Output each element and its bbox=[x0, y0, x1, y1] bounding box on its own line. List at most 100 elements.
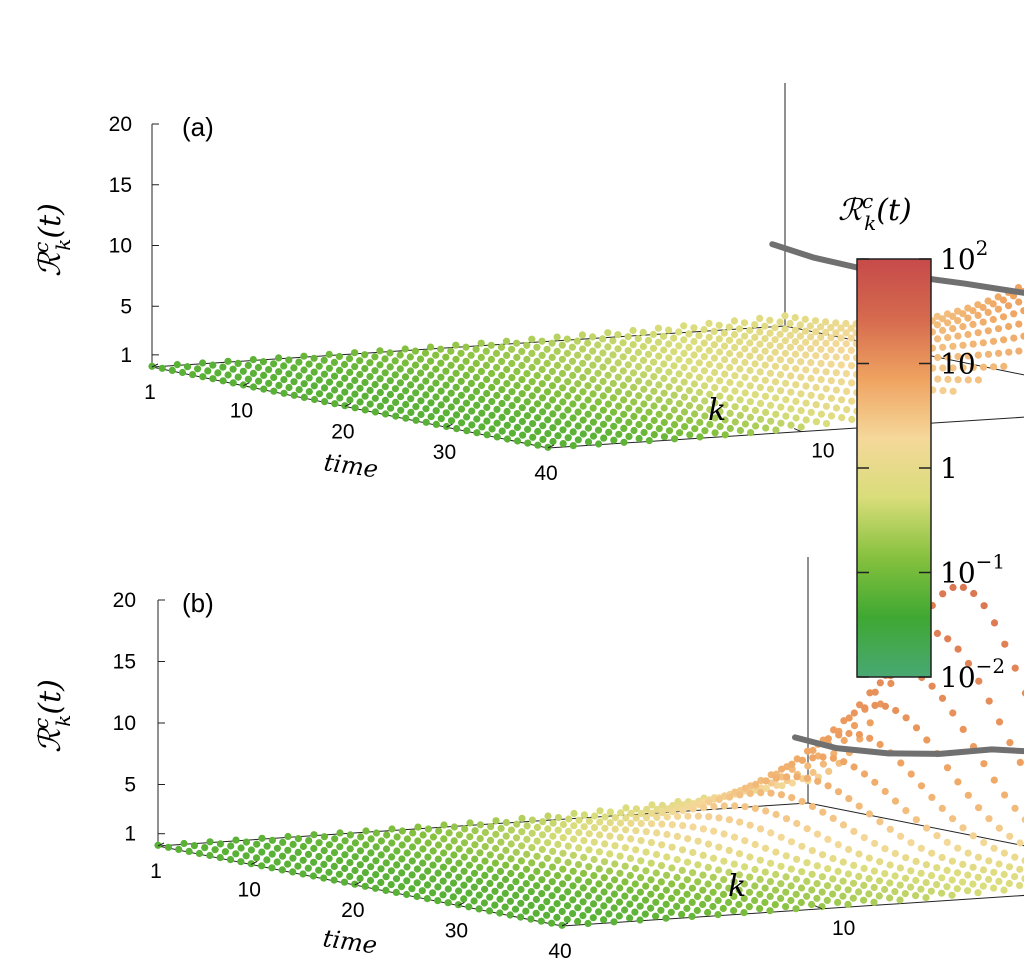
surface-point bbox=[808, 900, 816, 909]
surface-point bbox=[472, 387, 481, 395]
surface-point bbox=[944, 353, 952, 361]
surface-point bbox=[751, 360, 759, 368]
surface-point bbox=[657, 862, 666, 870]
surface-point bbox=[792, 414, 800, 422]
surface-point bbox=[402, 414, 410, 422]
surface-point bbox=[861, 704, 869, 712]
surface-point bbox=[496, 895, 504, 903]
surface-point bbox=[974, 889, 982, 897]
surface-point bbox=[797, 423, 805, 431]
surface-point bbox=[601, 840, 609, 848]
surface-point bbox=[294, 862, 302, 870]
surface-point bbox=[518, 376, 526, 384]
surface-point bbox=[442, 367, 450, 375]
surface-point bbox=[731, 403, 739, 411]
surface-point bbox=[964, 330, 972, 339]
surface-point bbox=[549, 424, 557, 432]
surface-point bbox=[640, 400, 648, 408]
surface-point bbox=[320, 860, 328, 869]
surface-point bbox=[798, 868, 806, 876]
surface-point bbox=[927, 872, 936, 880]
surface-point bbox=[517, 913, 525, 921]
surface-point bbox=[711, 384, 719, 392]
surface-point bbox=[533, 400, 542, 408]
surface-point bbox=[471, 827, 479, 835]
surface-point bbox=[253, 840, 261, 848]
surface-point bbox=[719, 890, 728, 899]
surface-point bbox=[964, 871, 972, 879]
surface-point bbox=[665, 340, 673, 348]
surface-point bbox=[939, 326, 947, 334]
surface-point bbox=[675, 414, 684, 422]
surface-point bbox=[741, 837, 749, 845]
surface-point bbox=[939, 590, 947, 598]
time-tick-mark bbox=[151, 363, 159, 368]
surface-point bbox=[477, 339, 485, 347]
surface-point bbox=[501, 889, 509, 898]
surface-point bbox=[569, 882, 577, 890]
surface-point bbox=[538, 365, 546, 374]
surface-point bbox=[527, 901, 535, 910]
surface-point bbox=[580, 823, 588, 831]
surface-point bbox=[294, 835, 302, 843]
surface-point bbox=[848, 379, 856, 387]
surface-point bbox=[756, 314, 764, 322]
surface-point bbox=[886, 861, 894, 869]
surface-point bbox=[518, 814, 526, 823]
surface-point bbox=[787, 882, 795, 890]
surface-point bbox=[686, 416, 694, 424]
surface-point bbox=[730, 317, 739, 325]
surface-point bbox=[974, 351, 982, 359]
surface-point bbox=[741, 332, 749, 340]
surface-point bbox=[741, 863, 749, 871]
surface-point bbox=[325, 350, 333, 358]
surface-point bbox=[700, 798, 708, 806]
surface-point bbox=[870, 867, 879, 875]
surface-point bbox=[825, 767, 833, 776]
surface-point bbox=[720, 876, 728, 884]
surface-point bbox=[539, 435, 547, 443]
surface-point bbox=[549, 437, 557, 446]
surface-point bbox=[840, 736, 848, 745]
surface-point bbox=[600, 874, 608, 882]
surface-point bbox=[412, 416, 420, 424]
surface-point bbox=[704, 840, 713, 848]
surface-point bbox=[575, 816, 583, 824]
surface-point bbox=[518, 361, 526, 370]
surface-point bbox=[817, 410, 826, 418]
surface-point bbox=[493, 391, 501, 400]
surface-point bbox=[472, 359, 480, 367]
surface-point bbox=[668, 808, 677, 816]
time-tick-label: 20 bbox=[331, 420, 354, 443]
surface-point bbox=[522, 907, 530, 915]
surface-point bbox=[980, 602, 988, 610]
surface-point bbox=[667, 908, 675, 916]
surface-point bbox=[716, 362, 724, 370]
surface-point bbox=[954, 352, 962, 361]
surface-point bbox=[1015, 298, 1023, 306]
surface-point bbox=[579, 884, 587, 892]
surface-point bbox=[620, 438, 628, 446]
surface-point bbox=[629, 341, 637, 349]
surface-point bbox=[975, 677, 983, 685]
surface-point bbox=[538, 876, 546, 884]
surface-point bbox=[631, 880, 639, 888]
surface-point bbox=[280, 376, 288, 384]
surface-point bbox=[393, 847, 401, 855]
surface-point bbox=[865, 854, 873, 862]
surface-point bbox=[990, 619, 999, 627]
surface-point bbox=[683, 876, 691, 884]
time-tick-label: 10 bbox=[238, 878, 261, 901]
surface-point bbox=[549, 832, 557, 840]
surface-point bbox=[553, 376, 562, 384]
surface-point bbox=[528, 816, 537, 824]
surface-point bbox=[590, 824, 599, 832]
surface-point bbox=[730, 331, 739, 339]
surface-point bbox=[381, 355, 389, 363]
surface-point bbox=[694, 837, 702, 845]
surface-point bbox=[684, 812, 692, 820]
surface-point bbox=[964, 376, 972, 384]
surface-point bbox=[726, 793, 734, 801]
surface-point bbox=[1020, 307, 1024, 315]
surface-point bbox=[655, 366, 663, 374]
